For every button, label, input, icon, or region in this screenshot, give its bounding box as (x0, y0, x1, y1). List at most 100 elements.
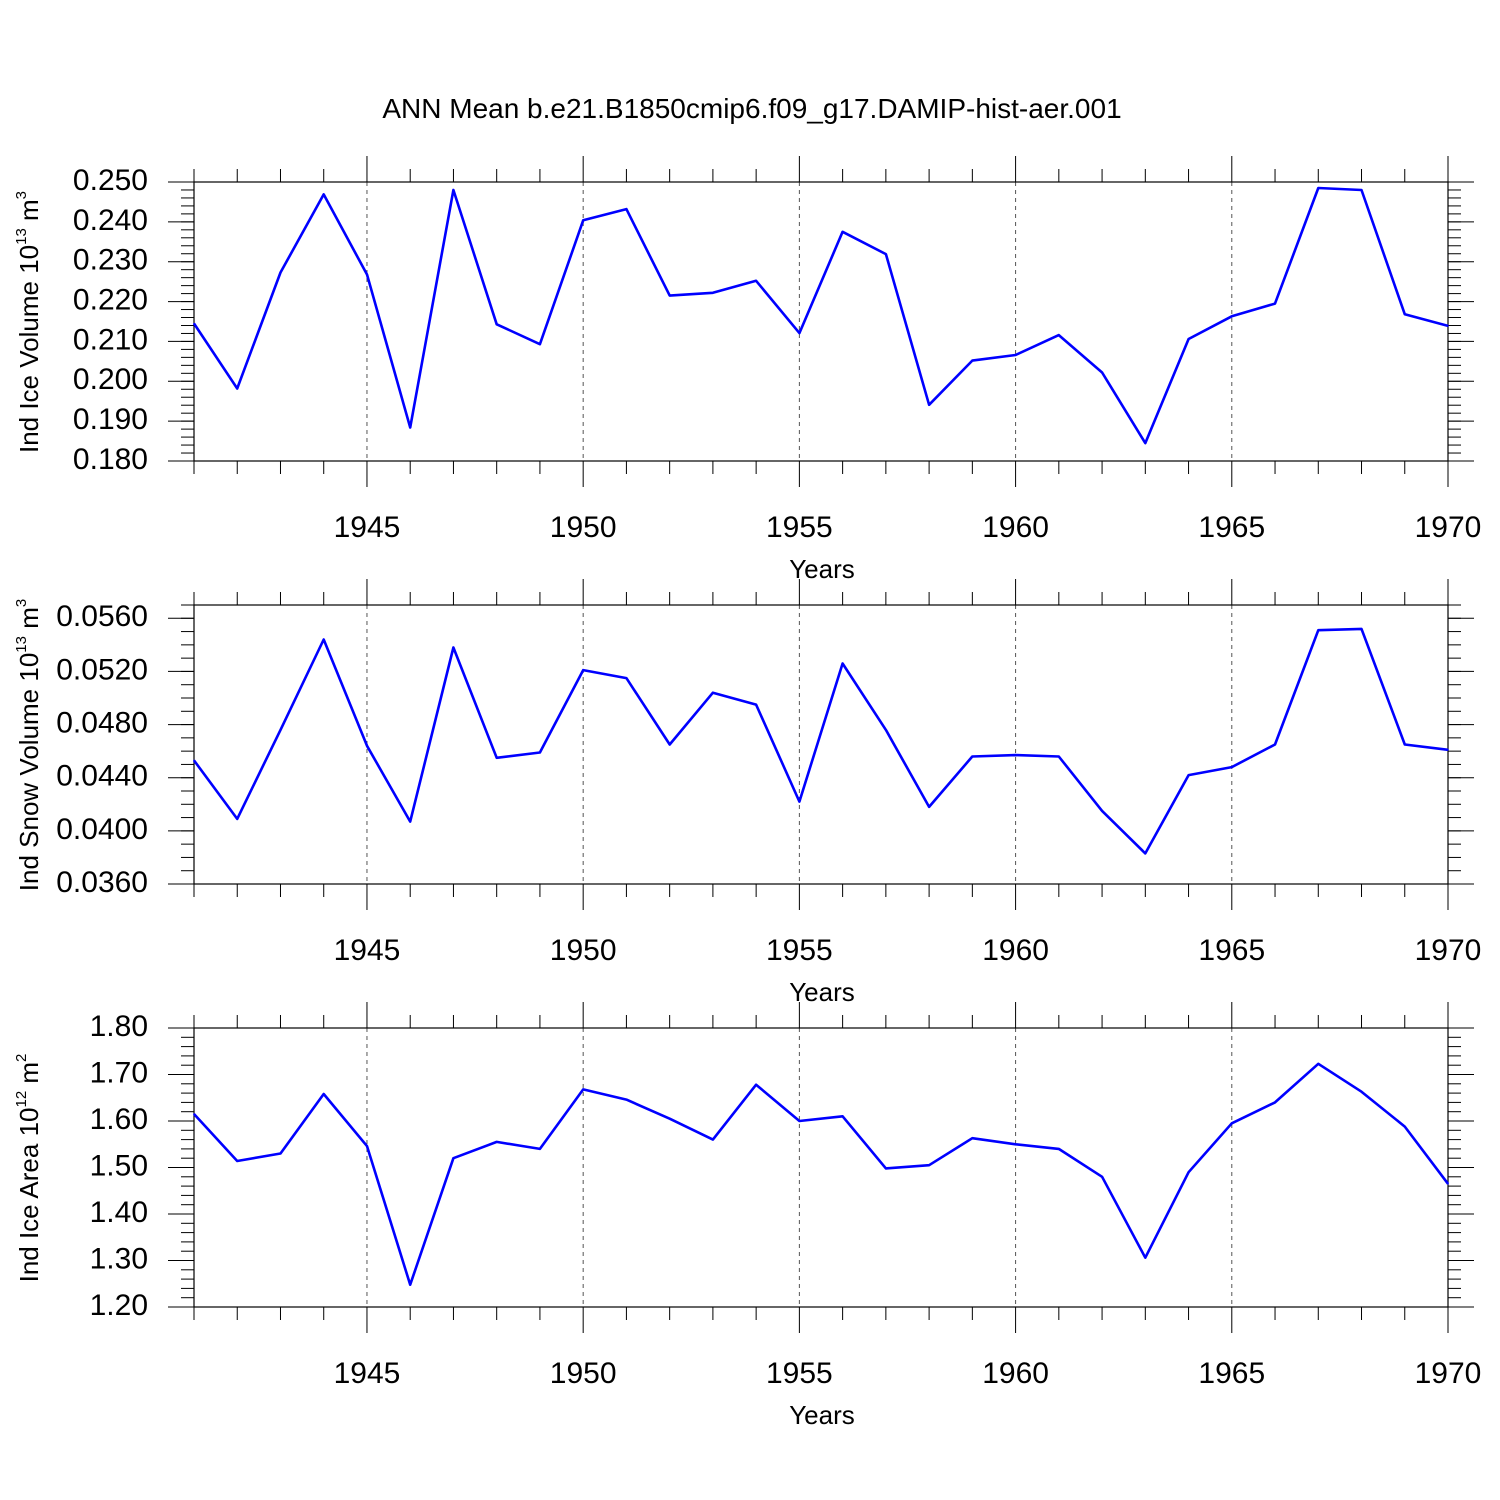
p0-data-point-1941 (193, 322, 195, 325)
figure-title: ANN Mean b.e21.B1850cmip6.f09_g17.DAMIP-… (382, 93, 1121, 124)
p1-data-point-1946 (409, 820, 412, 823)
p1-series-line-0 (192, 627, 1449, 855)
p1-data-point-1953 (712, 691, 714, 694)
p1-data-point-1958 (928, 806, 930, 808)
p1-data-point-1948 (495, 756, 498, 759)
p1-y-tick-label-0: 0.0360 (56, 866, 148, 899)
p0-data-point-1967 (1317, 187, 1320, 189)
p0-data-point-1964 (1187, 338, 1190, 340)
p1-data-point-1943 (279, 729, 282, 731)
p1-x-tick-label-1945: 1945 (334, 934, 401, 967)
p1-data-point-1963 (1144, 852, 1147, 855)
p0-data-point-1947 (452, 189, 455, 191)
p0-data-point-1945 (366, 273, 368, 276)
p0-data-point-1956 (841, 231, 844, 233)
p2-y-tick-label-1: 1.30 (90, 1242, 148, 1275)
p0-y-tick-label-0: 0.180 (73, 443, 148, 476)
p1-data-point-1965 (1230, 766, 1233, 768)
p0-y-tick-label-5: 0.230 (73, 244, 148, 277)
p1-data-point-1967 (1317, 629, 1320, 632)
p1-y-axis-label-unit: m (14, 607, 44, 636)
p2-data-point-1966 (1274, 1101, 1276, 1104)
p0-data-point-1942 (236, 387, 239, 390)
p2-data-point-1965 (1230, 1122, 1233, 1125)
p2-y-tick-label-6: 1.80 (90, 1010, 148, 1043)
p2-y-axis-label-prefix: Ind Ice Area 10 (14, 1108, 44, 1283)
p2-y-axis-label-exp: 12 (13, 1091, 30, 1108)
p2-x-axis-label: Years (789, 1400, 855, 1430)
p0-y-axis-label-exp: 13 (13, 228, 30, 245)
p2-data-point-1949 (539, 1148, 541, 1150)
p0-data-point-1954 (755, 280, 757, 282)
p1-data-point-1951 (625, 677, 628, 679)
p2-series-line-0 (193, 1062, 1450, 1286)
p1-data-point-1962 (1101, 810, 1103, 812)
p2-data-point-1944 (322, 1093, 325, 1095)
p1-y-axis-label: Ind Snow Volume 1013 m3 (13, 599, 44, 891)
p0-data-point-1948 (495, 323, 498, 326)
p0-x-tick-label-1950: 1950 (550, 511, 617, 544)
p0-y-axis-label-prefix: Ind Ice Volume 10 (14, 245, 44, 453)
p1-data-point-1955 (798, 800, 801, 803)
p2-data-point-1957 (885, 1167, 887, 1170)
p1-data-point-1964 (1187, 774, 1190, 776)
p0-data-point-1958 (928, 404, 930, 406)
p0-data-point-1949 (539, 343, 541, 346)
p2-data-point-1947 (452, 1157, 455, 1159)
p0-data-point-1966 (1274, 302, 1276, 305)
p2-x-tick-label-1970: 1970 (1415, 1357, 1482, 1390)
p0-data-point-1965 (1230, 315, 1233, 318)
p1-data-point-1970 (1447, 749, 1449, 751)
p1-x-tick-label-1965: 1965 (1198, 934, 1265, 967)
p0-data-point-1970 (1447, 325, 1449, 327)
p0-x-tick-label-1945: 1945 (334, 511, 401, 544)
p0-data-point-1960 (1014, 354, 1017, 356)
p2-data-point-1942 (236, 1160, 239, 1162)
p2-data-point-1960 (1014, 1143, 1017, 1146)
p0-data-point-1952 (668, 294, 671, 297)
p2-data-point-1970 (1447, 1182, 1449, 1185)
p1-x-tick-label-1950: 1950 (550, 934, 617, 967)
p0-data-point-1951 (625, 208, 628, 210)
ice-volume-panel: 1945 1950 1955 1960 1965 1970 Years 0.180 0.190 0… (13, 156, 1481, 584)
p0-data-point-1955 (798, 332, 801, 334)
p2-y-tick-label-3: 1.50 (90, 1149, 148, 1182)
p1-plot-frame (193, 604, 1449, 885)
p2-y-tick-label-2: 1.40 (90, 1196, 148, 1229)
p1-data-point-1960 (1014, 754, 1017, 756)
p1-data-point-1949 (539, 751, 541, 754)
p1-y-axis-label-unit-exp: 3 (13, 599, 30, 607)
p1-x-tick-label-1960: 1960 (982, 934, 1049, 967)
p2-y-axis-label-unit-exp: 2 (13, 1054, 30, 1062)
p0-data-point-1944 (322, 193, 325, 196)
p0-y-tick-label-6: 0.240 (73, 204, 148, 237)
p0-plot-frame (193, 181, 1449, 462)
p2-x-tick-label-1950: 1950 (550, 1357, 617, 1390)
p2-x-tick-label-1965: 1965 (1198, 1357, 1265, 1390)
p0-y-tick-label-7: 0.250 (73, 164, 148, 197)
p0-y-axis-label-unit: m (14, 199, 44, 228)
p2-data-point-1969 (1403, 1125, 1406, 1128)
p1-data-point-1966 (1274, 743, 1276, 746)
p1-data-point-1959 (971, 755, 974, 758)
p0-data-point-1968 (1360, 189, 1363, 191)
p0-data-point-1969 (1403, 313, 1406, 316)
p0-data-point-1946 (409, 426, 412, 429)
p2-data-point-1941 (193, 1113, 195, 1115)
p0-y-tick-label-2: 0.200 (73, 363, 148, 396)
p1-x-axis-label: Years (789, 977, 855, 1007)
p1-x-tick-label-1970: 1970 (1415, 934, 1482, 967)
p2-data-point-1943 (279, 1152, 282, 1155)
p0-data-point-1953 (712, 292, 714, 294)
p0-data-point-1957 (885, 253, 887, 255)
p1-y-tick-label-1: 0.0400 (56, 813, 148, 846)
p2-data-point-1951 (625, 1098, 628, 1101)
p2-y-tick-label-5: 1.70 (90, 1056, 148, 1089)
p2-y-axis-label-unit: m (14, 1062, 44, 1091)
p0-data-point-1959 (971, 359, 974, 362)
p0-data-point-1961 (1058, 334, 1060, 336)
p2-data-point-1953 (712, 1138, 714, 1141)
p1-data-point-1969 (1403, 743, 1406, 746)
p0-data-point-1962 (1101, 371, 1103, 374)
